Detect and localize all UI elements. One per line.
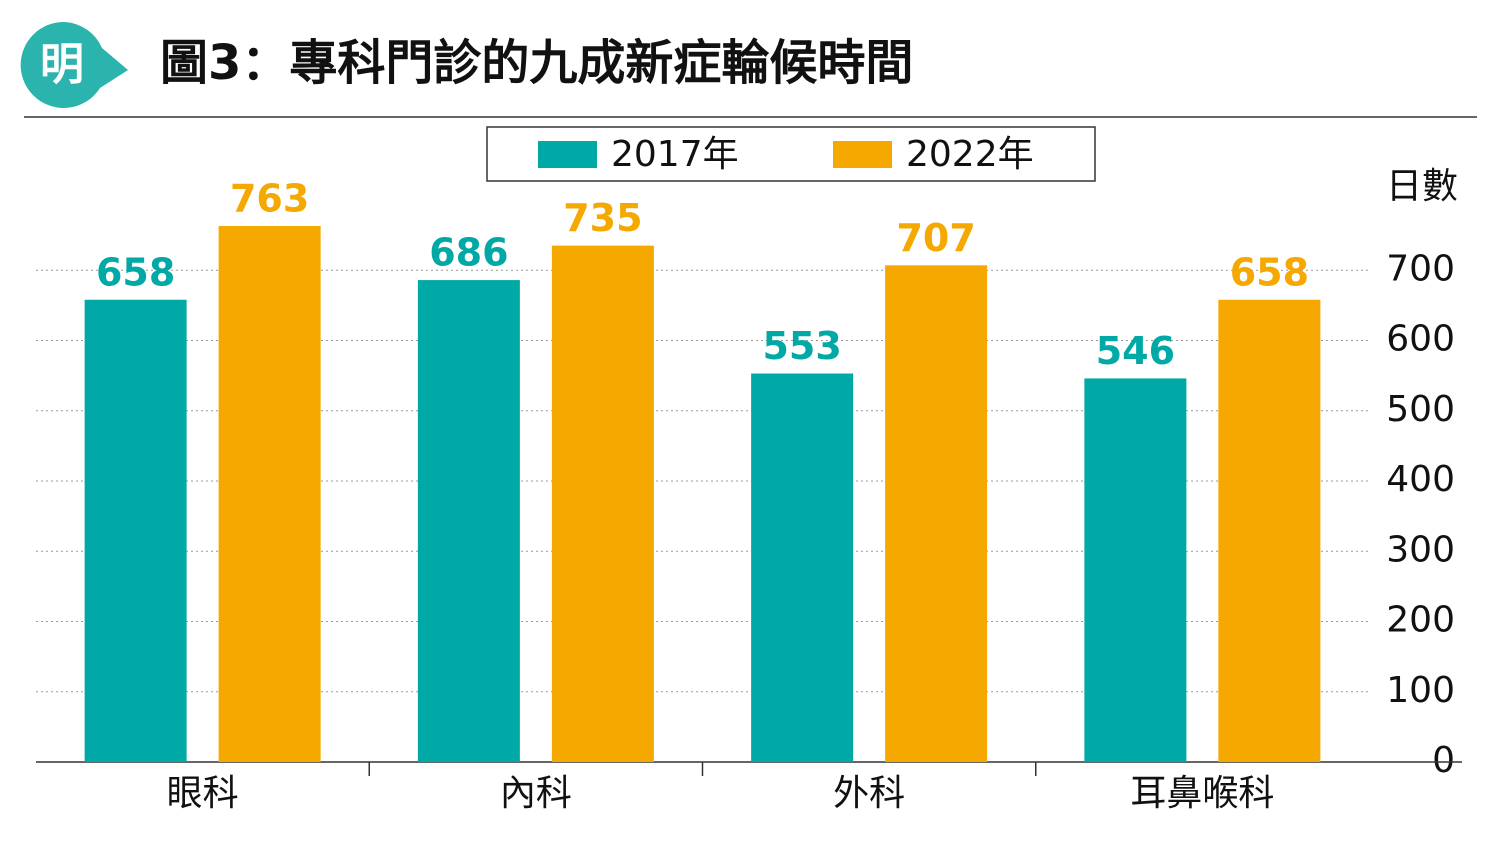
- x-tick-label: 外科: [833, 773, 905, 814]
- bar: [885, 265, 988, 762]
- legend-label: 2022年: [906, 134, 1034, 175]
- legend-label: 2017年: [611, 134, 739, 175]
- legend-swatch: [833, 141, 892, 168]
- x-tick-label: 耳鼻喉科: [1130, 773, 1274, 814]
- data-label: 658: [96, 250, 175, 294]
- y-tick-label: 0: [1432, 740, 1455, 781]
- y-tick-label: 300: [1386, 529, 1455, 570]
- data-label: 546: [1096, 329, 1175, 373]
- y-tick-label: 600: [1386, 319, 1455, 360]
- x-tick-label: 內科: [500, 773, 572, 814]
- logo-bubble: [20, 21, 128, 108]
- bar: [84, 299, 187, 762]
- bar: [551, 245, 654, 763]
- y-axis-label: 日數: [1386, 166, 1458, 207]
- chart-title: 圖3：專科門診的九成新症輪候時間: [160, 35, 913, 91]
- bar: [751, 373, 854, 762]
- data-label: 658: [1230, 250, 1309, 294]
- legend-box: [486, 126, 1096, 182]
- y-tick-label: 500: [1386, 389, 1455, 430]
- logo: 明: [40, 39, 84, 90]
- y-tick-label: 200: [1386, 600, 1455, 641]
- data-label: 735: [563, 196, 642, 240]
- legend-swatch: [538, 141, 597, 168]
- data-label: 707: [896, 216, 975, 260]
- data-label: 763: [230, 176, 309, 220]
- bar: [1218, 299, 1321, 762]
- y-tick-label: 400: [1386, 459, 1455, 500]
- bar: [1084, 378, 1187, 762]
- y-tick-label: 100: [1386, 670, 1455, 711]
- data-label: 553: [762, 324, 841, 368]
- x-tick-label: 眼科: [167, 773, 239, 814]
- data-label: 686: [429, 231, 508, 275]
- bar: [417, 280, 520, 762]
- bar: [218, 225, 321, 762]
- y-tick-label: 700: [1386, 248, 1455, 289]
